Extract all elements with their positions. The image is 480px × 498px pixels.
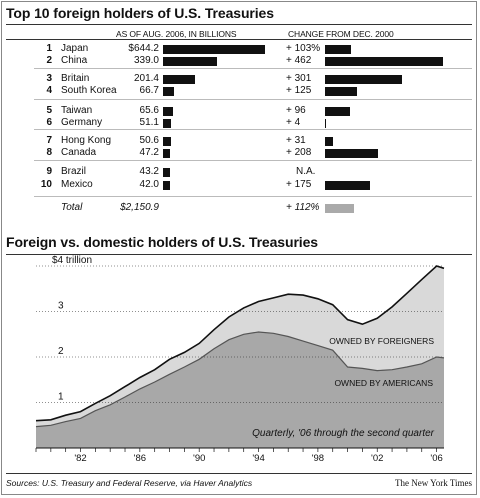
x-tick-label: '98	[312, 453, 324, 464]
sources-note: Sources: U.S. Treasury and Federal Reser…	[6, 478, 252, 488]
x-tick-label: '82	[74, 453, 86, 464]
credit-logo: The New York Times	[395, 478, 472, 488]
chart-note: Quarterly, '06 through the second quarte…	[252, 428, 435, 439]
x-tick-label: '90	[193, 453, 205, 464]
y-tick-label: 1	[58, 392, 64, 403]
x-tick-label: '02	[371, 453, 383, 464]
y-tick-label: $4 trillion	[52, 255, 92, 266]
x-tick-label: '94	[252, 453, 264, 464]
y-tick-label: 2	[58, 346, 64, 357]
x-tick-label: '06	[430, 453, 442, 464]
footer-rule	[6, 473, 472, 474]
americans-series-label: OWNED BY AMERICANS	[334, 378, 433, 388]
foreigners-series-label: OWNED BY FOREIGNERS	[329, 336, 434, 346]
x-tick-label: '86	[134, 453, 146, 464]
y-tick-label: 3	[58, 301, 64, 312]
